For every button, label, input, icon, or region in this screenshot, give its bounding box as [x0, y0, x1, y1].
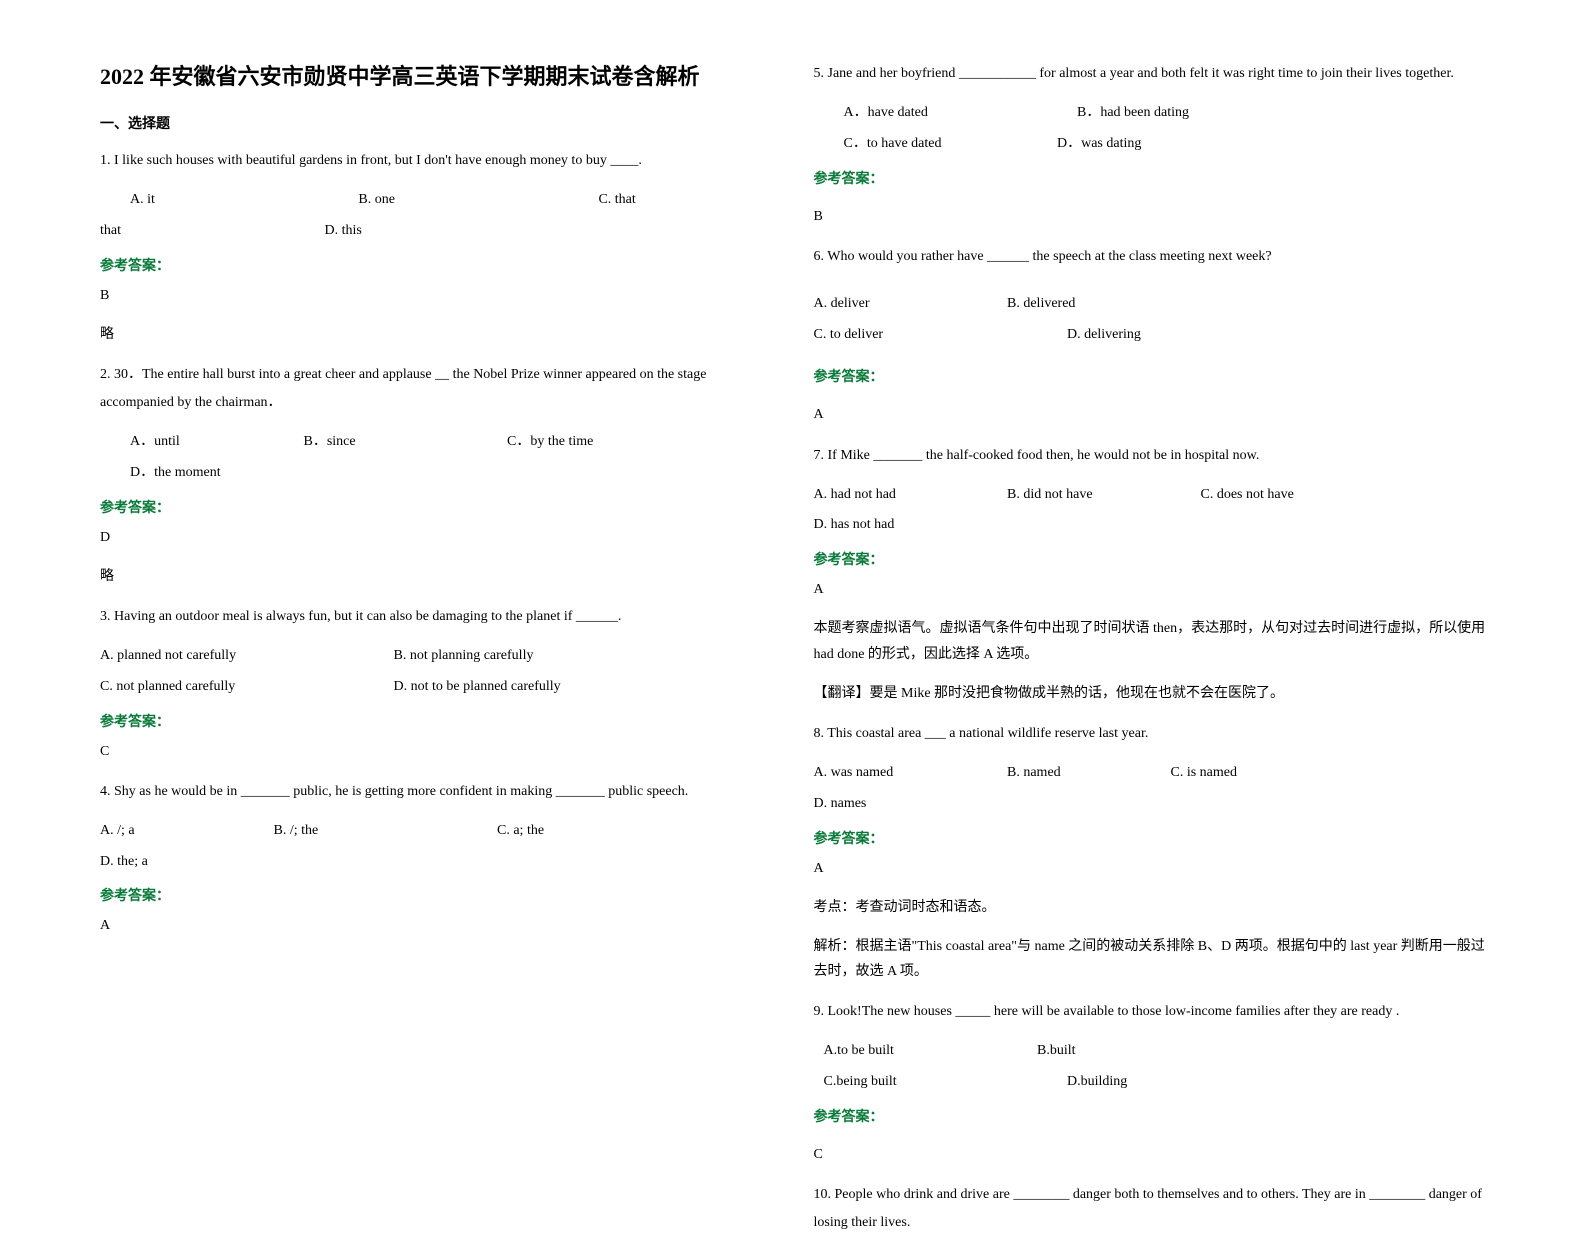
option-d: D. not to be planned carefully [394, 672, 561, 703]
option-a: A.to be built [824, 1036, 954, 1067]
answer-value: A [814, 856, 1488, 881]
option-a: A．have dated [844, 98, 994, 129]
question-3-options: A. planned not carefully B. not planning… [100, 641, 774, 703]
answer-value: A [100, 913, 774, 938]
answer-value: A [814, 402, 1488, 427]
question-8: 8. This coastal area ___ a national wild… [814, 720, 1488, 748]
option-b: B. not planning carefully [394, 641, 534, 672]
answer-label: 参考答案： [814, 828, 1488, 848]
explanation-2: 解析：根据主语"This coastal area"与 name 之间的被动关系… [814, 934, 1488, 984]
option-a: A. was named [814, 758, 924, 789]
section-header: 一、选择题 [100, 113, 774, 133]
question-text: 2. 30．The entire hall burst into a great… [100, 361, 774, 417]
option-d: D．the moment [130, 458, 260, 489]
answer-value: B [100, 283, 774, 308]
option-b: B. /; the [274, 816, 414, 847]
question-text: 4. Shy as he would be in _______ public,… [100, 778, 774, 806]
right-column: 5. Jane and her boyfriend ___________ fo… [794, 60, 1508, 1062]
question-text: 1. I like such houses with beautiful gar… [100, 147, 774, 175]
left-column: 2022 年安徽省六安市勋贤中学高三英语下学期期末试卷含解析 一、选择题 1. … [80, 60, 794, 1062]
document-title: 2022 年安徽省六安市勋贤中学高三英语下学期期末试卷含解析 [100, 60, 774, 93]
question-text: 10. People who drink and drive are _____… [814, 1181, 1488, 1237]
question-6: 6. Who would you rather have ______ the … [814, 243, 1488, 271]
option-c-label: that [100, 216, 121, 247]
option-a: A. deliver [814, 289, 924, 320]
option-c: C.being built [824, 1067, 984, 1098]
option-b: B. delivered [1007, 289, 1167, 320]
answer-label: 参考答案： [100, 497, 774, 517]
question-1: 1. I like such houses with beautiful gar… [100, 147, 774, 175]
question-2: 2. 30．The entire hall burst into a great… [100, 361, 774, 417]
question-text: 7. If Mike _______ the half-cooked food … [814, 442, 1488, 470]
option-b: B.built [1037, 1036, 1207, 1067]
question-9: 9. Look!The new houses _____ here will b… [814, 998, 1488, 1026]
answer-value: D [100, 525, 774, 550]
question-9-options: A.to be built B.built C.being built D.bu… [814, 1036, 1488, 1098]
question-5: 5. Jane and her boyfriend ___________ fo… [814, 60, 1488, 88]
answer-value: B [814, 204, 1488, 229]
option-a: A. it [130, 185, 155, 216]
option-c: C. to deliver [814, 320, 984, 351]
option-b: B．since [304, 427, 424, 458]
answer-label: 参考答案： [814, 366, 1488, 386]
option-d: D.building [1067, 1067, 1197, 1098]
option-d: D. this [325, 216, 362, 247]
question-2-options: A．until B．since C．by the time D．the mome… [100, 427, 774, 489]
option-c: C. is named [1171, 758, 1271, 789]
option-c: C. not planned carefully [100, 672, 310, 703]
answer-value: C [814, 1142, 1488, 1167]
explanation: 考点：考查动词时态和语态。 [814, 895, 1488, 920]
option-d: D. has not had [814, 510, 944, 541]
option-c: C. a; the [497, 816, 657, 847]
option-c: C．by the time [507, 427, 627, 458]
question-text: 3. Having an outdoor meal is always fun,… [100, 603, 774, 631]
option-d: D．was dating [1057, 129, 1187, 160]
question-5-options: A．have dated B．had been dating C．to have… [814, 98, 1488, 160]
option-b: B．had been dating [1077, 98, 1227, 129]
option-d: D. the; a [100, 847, 230, 878]
question-1-options-row2: that D. this [100, 216, 774, 247]
option-d: D. delivering [1067, 320, 1197, 351]
option-a: A. had not had [814, 480, 924, 511]
answer-label: 参考答案： [814, 549, 1488, 569]
explanation: 本题考察虚拟语气。虚拟语气条件句中出现了时间状语 then，表达那时，从句对过去… [814, 616, 1488, 666]
option-b: B. one [358, 185, 395, 216]
option-a: A. /; a [100, 816, 190, 847]
question-10: 10. People who drink and drive are _____… [814, 1181, 1488, 1237]
option-a: A. planned not carefully [100, 641, 310, 672]
answer-value: A [814, 577, 1488, 602]
option-b: B. named [1007, 758, 1087, 789]
answer-value: C [100, 739, 774, 764]
question-1-options: A. it B. one C. that [100, 185, 774, 216]
option-c: C. does not have [1201, 480, 1321, 511]
option-c: C．to have dated [844, 129, 974, 160]
option-b: B. did not have [1007, 480, 1117, 511]
skip-text: 略 [100, 322, 774, 347]
question-text: 5. Jane and her boyfriend ___________ fo… [814, 60, 1488, 88]
question-4-options: A. /; a B. /; the C. a; the D. the; a [100, 816, 774, 878]
question-3: 3. Having an outdoor meal is always fun,… [100, 603, 774, 631]
answer-label: 参考答案： [100, 255, 774, 275]
question-6-options: A. deliver B. delivered C. to deliver D.… [814, 289, 1488, 351]
answer-label: 参考答案： [100, 885, 774, 905]
option-c: C. that [598, 185, 635, 216]
answer-label: 参考答案： [100, 711, 774, 731]
question-7: 7. If Mike _______ the half-cooked food … [814, 442, 1488, 470]
question-text: 8. This coastal area ___ a national wild… [814, 720, 1488, 748]
answer-label: 参考答案： [814, 1106, 1488, 1126]
question-7-options: A. had not had B. did not have C. does n… [814, 480, 1488, 542]
question-text: 9. Look!The new houses _____ here will b… [814, 998, 1488, 1026]
option-a: A．until [130, 427, 220, 458]
question-8-options: A. was named B. named C. is named D. nam… [814, 758, 1488, 820]
explanation-2: 【翻译】要是 Mike 那时没把食物做成半熟的话，他现在也就不会在医院了。 [814, 681, 1488, 706]
question-text: 6. Who would you rather have ______ the … [814, 243, 1488, 271]
question-4: 4. Shy as he would be in _______ public,… [100, 778, 774, 806]
skip-text: 略 [100, 564, 774, 589]
option-d: D. names [814, 789, 944, 820]
answer-label: 参考答案： [814, 168, 1488, 188]
